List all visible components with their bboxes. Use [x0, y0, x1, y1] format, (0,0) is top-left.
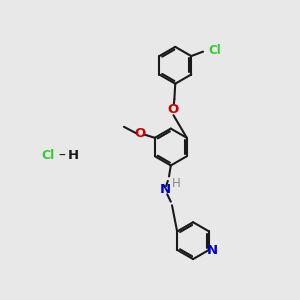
Text: H: H	[172, 177, 181, 190]
Text: N: N	[206, 244, 218, 257]
Text: –: –	[58, 149, 65, 163]
Text: O: O	[134, 127, 146, 140]
Text: Cl: Cl	[42, 149, 55, 162]
Text: N: N	[160, 183, 171, 196]
Text: O: O	[168, 103, 179, 116]
Text: H: H	[68, 149, 79, 162]
Text: Cl: Cl	[208, 44, 221, 57]
